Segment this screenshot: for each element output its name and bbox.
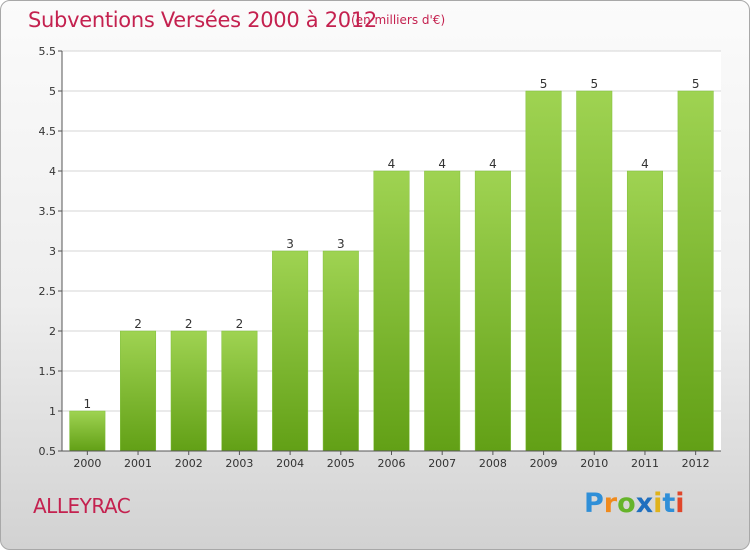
logo-letter: i: [653, 488, 663, 519]
bar-value-label: 5: [590, 77, 598, 91]
bars: 1 2 2 2 3 3 4 4 4 5 5 4 5: [69, 77, 714, 452]
place-name: ALLEYRAC: [33, 494, 131, 518]
bar: [170, 330, 207, 452]
x-tick-label: 2005: [327, 457, 355, 470]
bar-value-label: 5: [540, 77, 548, 91]
x-tick-label: 2000: [73, 457, 101, 470]
x-axis: 2000 2001 2002 2003 2004 2005 2006 2007 2008 2009…: [62, 450, 721, 470]
bar-value-label: 1: [84, 397, 92, 411]
y-tick-label: 2.5: [39, 285, 57, 298]
y-tick-label: 4.5: [39, 125, 57, 138]
x-tick-label: 2004: [276, 457, 304, 470]
logo-letter: i: [675, 488, 685, 519]
x-tick-label: 2011: [631, 457, 659, 470]
bar-value-label: 2: [236, 317, 244, 331]
bar: [576, 90, 613, 452]
bar: [677, 90, 714, 452]
y-tick-label: 2: [49, 325, 56, 338]
x-tick-label: 2002: [175, 457, 203, 470]
x-tick-label: 2007: [428, 457, 456, 470]
bar-value-label: 4: [388, 157, 396, 171]
bar: [322, 250, 359, 452]
bar: [221, 330, 258, 452]
y-tick-label: 3: [49, 245, 56, 258]
y-tick-label: 1.5: [39, 365, 57, 378]
x-tick-label: 2006: [378, 457, 406, 470]
bar: [626, 170, 663, 452]
y-tick-label: 5: [49, 85, 56, 98]
x-tick-label: 2003: [225, 457, 253, 470]
logo-letter: P: [584, 488, 604, 519]
chart-title: Subventions Versées 2000 à 2012: [28, 8, 377, 32]
logo-letter: o: [617, 488, 636, 519]
bar: [120, 330, 157, 452]
bar-value-label: 4: [438, 157, 446, 171]
bar: [69, 410, 106, 452]
bar: [525, 90, 562, 452]
logo-letter: x: [635, 488, 654, 519]
y-tick-label: 1: [49, 405, 56, 418]
x-tick-label: 2001: [124, 457, 152, 470]
proxiti-logo: Proxiti: [584, 488, 685, 519]
x-tick-label: 2008: [479, 457, 507, 470]
logo-letter: t: [662, 488, 676, 519]
logo-letter: r: [603, 488, 618, 519]
bar: [474, 170, 511, 452]
y-axis: 0.5 1 1.5 2 2.5 3 3.5 4 4.5 5 5.5: [39, 45, 63, 458]
bar-value-label: 4: [489, 157, 497, 171]
y-tick-label: 3.5: [39, 205, 57, 218]
bar-value-label: 2: [185, 317, 193, 331]
bar: [424, 170, 461, 452]
x-tick-label: 2012: [682, 457, 710, 470]
bar-value-label: 2: [134, 317, 142, 331]
y-tick-label: 0.5: [39, 445, 57, 458]
y-tick-label: 4: [49, 165, 56, 178]
x-tick-label: 2009: [530, 457, 558, 470]
x-tick-label: 2010: [580, 457, 608, 470]
bar: [373, 170, 410, 452]
bar-value-label: 3: [337, 237, 345, 251]
bar-value-label: 4: [641, 157, 649, 171]
bar: [272, 250, 309, 452]
bar-value-label: 5: [692, 77, 700, 91]
y-tick-label: 5.5: [39, 45, 57, 58]
bar-value-label: 3: [286, 237, 294, 251]
unit-note: (en milliers d'€): [351, 13, 446, 27]
